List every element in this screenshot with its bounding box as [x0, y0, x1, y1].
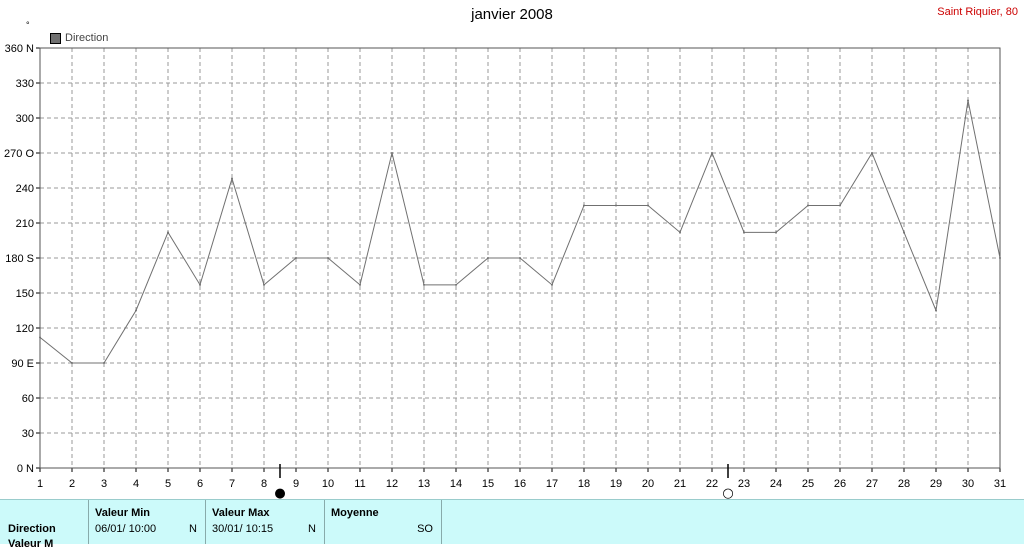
stats-max-column: Valeur Max 30/01/ 10:15 N [206, 500, 325, 544]
y-tick-label: 300 [16, 113, 34, 125]
x-tick-label: 20 [642, 478, 654, 490]
x-tick-label: 27 [866, 478, 878, 490]
stats-max-unit: N [308, 523, 316, 535]
x-tick-label: 26 [834, 478, 846, 490]
y-tick-label: 120 [16, 323, 34, 335]
stats-min-header: Valeur Min [95, 507, 151, 519]
stats-row-label-2: Valeur M [8, 538, 54, 550]
stats-avg-value: SO [417, 523, 433, 535]
x-tick-label: 25 [802, 478, 814, 490]
legend-label: Direction [65, 32, 109, 44]
x-tick-label: 16 [514, 478, 526, 490]
x-tick-label: 3 [101, 478, 107, 490]
y-tick-label: 180 S [5, 253, 34, 265]
x-tick-label: 30 [962, 478, 974, 490]
data-point [103, 362, 105, 364]
x-tick-label: 24 [770, 478, 782, 490]
data-point [999, 257, 1001, 259]
y-tick-label: 90 E [11, 358, 34, 370]
stats-min-column: Valeur Min 06/01/ 10:00 N [89, 500, 206, 544]
x-tick-label: 28 [898, 478, 910, 490]
full-moon-icon: ○ [722, 486, 733, 499]
x-tick-label: 11 [354, 478, 365, 490]
data-point [871, 152, 873, 154]
legend: Direction [50, 32, 108, 44]
x-tick-label: 9 [293, 478, 299, 490]
data-point [487, 257, 489, 259]
data-point [583, 204, 585, 207]
data-point [295, 257, 297, 259]
data-point [423, 283, 425, 286]
data-point [71, 362, 73, 364]
stats-label-column: Direction Valeur M [0, 500, 89, 550]
data-point [391, 152, 393, 154]
data-point [135, 309, 137, 312]
data-point [743, 231, 745, 234]
new-moon-icon: ● [274, 486, 285, 499]
x-tick-label: 14 [450, 478, 462, 490]
y-tick-label: 150 [16, 288, 34, 300]
data-point [807, 204, 809, 207]
x-tick-label: 8 [261, 478, 267, 490]
stats-panel: Direction Valeur M Valeur Min 06/01/ 10:… [0, 499, 1024, 550]
y-tick-label: 0 N [17, 463, 34, 475]
x-tick-label: 21 [674, 478, 686, 490]
data-point [647, 204, 649, 207]
x-tick-label: 19 [610, 478, 622, 490]
data-point [935, 309, 937, 312]
data-point [263, 283, 265, 286]
data-point [967, 99, 969, 102]
data-point [551, 283, 553, 286]
x-tick-label: 7 [229, 478, 235, 490]
data-point [839, 204, 841, 207]
data-point [231, 177, 233, 180]
x-tick-label: 15 [482, 478, 494, 490]
legend-swatch [50, 32, 61, 44]
data-point [775, 231, 777, 234]
location-label: Saint Riquier, 80 [937, 6, 1018, 18]
x-tick-label: 23 [738, 478, 750, 490]
unit-symbol: ° [26, 20, 30, 30]
x-tick-label: 22 [706, 478, 718, 490]
stats-max-value: 30/01/ 10:15 [212, 523, 274, 535]
y-tick-label: 330 [16, 78, 34, 90]
stats-min-value: 06/01/ 10:00 [95, 523, 157, 535]
x-tick-label: 29 [930, 478, 942, 490]
data-point [39, 336, 41, 339]
stats-avg-column: Moyenne SO [325, 500, 442, 544]
data-point [167, 231, 169, 234]
y-tick-label: 60 [22, 393, 34, 405]
x-tick-label: 1 [37, 478, 43, 490]
x-tick-label: 6 [197, 478, 203, 490]
data-point [199, 283, 201, 286]
data-point [903, 231, 905, 234]
data-point [615, 204, 617, 207]
y-tick-label: 360 N [5, 43, 34, 55]
x-tick-label: 5 [165, 478, 171, 490]
data-point [679, 231, 681, 234]
x-tick-label: 17 [546, 478, 558, 490]
x-tick-label: 4 [133, 478, 139, 490]
x-tick-label: 13 [418, 478, 430, 490]
chart-title: janvier 2008 [471, 6, 553, 23]
data-point [519, 257, 521, 259]
stats-min-unit: N [189, 523, 197, 535]
x-tick-label: 31 [994, 478, 1006, 490]
stats-avg-header: Moyenne [331, 507, 379, 519]
x-tick-label: 18 [578, 478, 590, 490]
y-tick-label: 210 [16, 218, 34, 230]
x-tick-label: 2 [69, 478, 75, 490]
stats-row-label: Direction [8, 523, 56, 535]
data-point [359, 283, 361, 286]
data-point [327, 257, 329, 259]
y-tick-label: 240 [16, 183, 34, 195]
x-tick-label: 10 [322, 478, 334, 490]
y-tick-label: 30 [22, 428, 34, 440]
data-point [711, 152, 713, 154]
y-tick-label: 270 O [4, 148, 34, 160]
stats-max-header: Valeur Max [212, 507, 270, 519]
data-point [455, 283, 457, 286]
x-tick-label: 12 [386, 478, 398, 490]
